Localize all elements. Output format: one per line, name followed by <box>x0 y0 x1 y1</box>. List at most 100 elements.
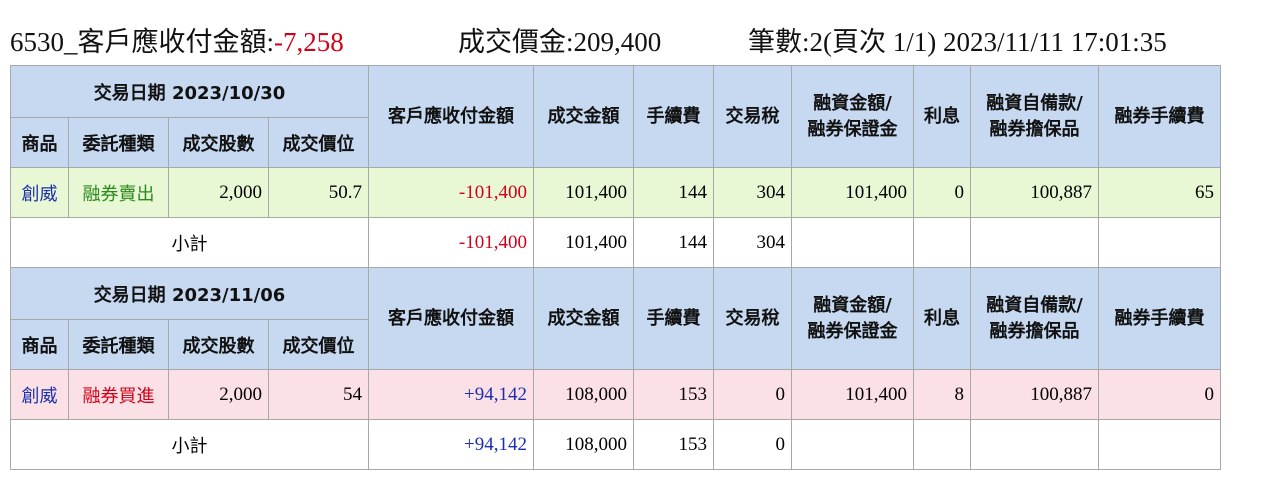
subtotal-cell: 101,400 <box>533 217 634 268</box>
data-row: 創威 融券買進 2,000 54 +94,142 108,000 153 0 101,400 8 1… <box>10 369 1221 420</box>
empty-cell <box>970 419 1099 470</box>
subtotal-label: 小計 <box>10 217 369 268</box>
column-header-line: 手續費 <box>646 105 701 127</box>
net-amount: -7,258 <box>274 27 344 57</box>
number-cell: 0 <box>713 369 792 420</box>
empty-cell <box>1098 419 1221 470</box>
subtotal-cell: 153 <box>633 419 714 470</box>
number-cell: +94,142 <box>368 369 534 420</box>
text-cell: 創威 <box>10 167 69 218</box>
turnover-label: 成交價金: <box>458 27 574 57</box>
column-header: 成交股數 <box>168 319 269 370</box>
column-header: 成交金額 <box>533 267 634 370</box>
subtotal-cell: 108,000 <box>533 419 634 470</box>
text-cell: 融券買進 <box>68 369 169 420</box>
column-header-line: 融券保證金 <box>807 320 898 342</box>
column-header-line: 融券保證金 <box>807 118 898 140</box>
column-header: 商品 <box>10 319 69 370</box>
column-header: 客戶應收付金額 <box>368 65 534 168</box>
column-header: 成交價位 <box>268 319 369 370</box>
column-header: 商品 <box>10 117 69 168</box>
subtotal-cell: 0 <box>713 419 792 470</box>
empty-cell <box>913 217 971 268</box>
number-cell: 108,000 <box>533 369 634 420</box>
column-header: 融券手續費 <box>1098 65 1221 168</box>
column-header: 融資金額/融券保證金 <box>791 267 914 370</box>
empty-cell <box>791 217 914 268</box>
column-header: 融資自備款/融券擔保品 <box>970 65 1099 168</box>
header-row: 商品 委託種類 成交股數 成交價位 <box>10 117 1221 168</box>
text-cell: 融券賣出 <box>68 167 169 218</box>
column-header: 手續費 <box>633 267 714 370</box>
column-header: 委託種類 <box>68 117 169 168</box>
subtotal-cell: 304 <box>713 217 792 268</box>
number-cell: 54 <box>268 369 369 420</box>
subtotal-label: 小計 <box>10 419 369 470</box>
column-header-line: 利息 <box>924 307 960 329</box>
stock-label: 6530_客戶應收付金額: <box>10 27 275 57</box>
number-cell: 2,000 <box>168 167 269 218</box>
empty-cell <box>1098 217 1221 268</box>
number-cell: 0 <box>1098 369 1221 420</box>
number-cell: 304 <box>713 167 792 218</box>
subtotal-cell: 144 <box>633 217 714 268</box>
subtotal-row: 小計 +94,142 108,000 153 0 <box>10 419 1221 470</box>
number-cell: 100,887 <box>970 369 1099 420</box>
column-header: 融券手續費 <box>1098 267 1221 370</box>
count-info: 筆數:2(頁次 1/1) 2023/11/11 17:01:35 <box>748 27 1167 57</box>
number-cell: 100,887 <box>970 167 1099 218</box>
column-header-line: 成交金額 <box>547 105 620 127</box>
text-cell: 創威 <box>10 369 69 420</box>
empty-cell <box>791 419 914 470</box>
subtotal-cell: +94,142 <box>368 419 534 470</box>
column-header-line: 融資自備款/ <box>986 92 1083 114</box>
column-header-line: 成交金額 <box>547 307 620 329</box>
number-cell: 8 <box>913 369 971 420</box>
number-cell: 101,400 <box>533 167 634 218</box>
column-header-line: 融券手續費 <box>1114 307 1205 329</box>
column-header: 融資金額/融券保證金 <box>791 65 914 168</box>
column-header-line: 交易稅 <box>725 307 780 329</box>
column-header: 手續費 <box>633 65 714 168</box>
number-cell: 50.7 <box>268 167 369 218</box>
number-cell: 65 <box>1098 167 1221 218</box>
turnover: 209,400 <box>573 27 662 57</box>
column-header: 利息 <box>913 65 971 168</box>
column-header: 交易稅 <box>713 267 792 370</box>
column-header-line: 客戶應收付金額 <box>388 307 514 329</box>
header-row: 商品 委託種類 成交股數 成交價位 <box>10 319 1221 370</box>
header-row: 交易日期 2023/10/30 客戶應收付金額 成交金額 手續費 交易稅 融資金額/融券保… <box>10 65 1221 168</box>
number-cell: 153 <box>633 369 714 420</box>
column-header-line: 融資金額/ <box>813 294 892 316</box>
column-header-line: 融資金額/ <box>813 92 892 114</box>
subtotal-row: 小計 -101,400 101,400 144 304 <box>10 217 1221 268</box>
number-cell: 101,400 <box>791 369 914 420</box>
date-header: 交易日期 2023/10/30 <box>10 65 369 118</box>
column-header: 成交股數 <box>168 117 269 168</box>
column-header-line: 手續費 <box>646 307 701 329</box>
column-header-line: 客戶應收付金額 <box>388 105 514 127</box>
column-header-line: 融資自備款/ <box>986 294 1083 316</box>
column-header: 成交金額 <box>533 65 634 168</box>
column-header: 委託種類 <box>68 319 169 370</box>
summary-line: 6530_客戶應收付金額:-7,258 <box>10 20 344 59</box>
empty-cell <box>970 217 1099 268</box>
column-header: 交易稅 <box>713 65 792 168</box>
trade-table: 交易日期 2023/10/30 客戶應收付金額 成交金額 手續費 交易稅 融資金額/融券保… <box>10 65 1221 470</box>
number-cell: -101,400 <box>368 167 534 218</box>
data-row: 創威 融券賣出 2,000 50.7 -101,400 101,400 144 304 101,… <box>10 167 1221 218</box>
date-header: 交易日期 2023/11/06 <box>10 267 369 320</box>
number-cell: 144 <box>633 167 714 218</box>
table-body: 交易日期 2023/10/30 客戶應收付金額 成交金額 手續費 交易稅 融資金額/融券保… <box>10 65 1221 470</box>
column-header: 成交價位 <box>268 117 369 168</box>
column-header: 客戶應收付金額 <box>368 267 534 370</box>
column-header-line: 利息 <box>924 105 960 127</box>
header-row: 交易日期 2023/11/06 客戶應收付金額 成交金額 手續費 交易稅 融資金額/融券保… <box>10 267 1221 370</box>
empty-cell <box>913 419 971 470</box>
column-header: 利息 <box>913 267 971 370</box>
turnover-line: 成交價金:209,400 <box>458 20 661 59</box>
number-cell: 101,400 <box>791 167 914 218</box>
number-cell: 0 <box>913 167 971 218</box>
column-header: 融資自備款/融券擔保品 <box>970 267 1099 370</box>
